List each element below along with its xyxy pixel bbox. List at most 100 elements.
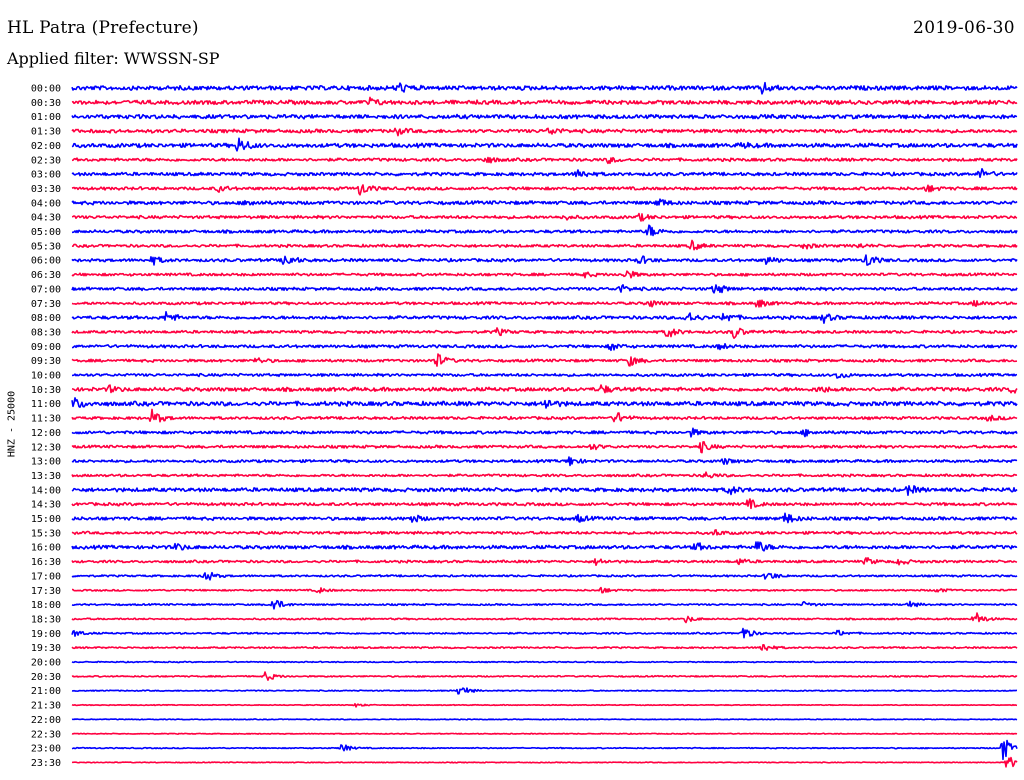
trace-0730: [71, 299, 1018, 308]
trace-1500: [71, 512, 1018, 524]
time-label-1300: 13:00: [31, 457, 61, 468]
trace-1030: [71, 384, 1018, 394]
time-label-2030: 20:30: [31, 672, 61, 683]
trace-0830: [71, 327, 1018, 339]
time-label-0430: 04:30: [31, 213, 61, 224]
time-label-1330: 13:30: [31, 471, 61, 482]
time-label-0130: 01:30: [31, 127, 61, 138]
filter-label: Applied filter: WWSSN-SP: [7, 49, 220, 68]
time-label-1830: 18:30: [31, 614, 61, 625]
trace-2000: [71, 660, 1018, 664]
trace-0800: [71, 311, 1018, 324]
trace-0700: [71, 284, 1018, 294]
time-label-1930: 19:30: [31, 643, 61, 654]
trace-1600: [71, 541, 1018, 552]
time-label-0530: 05:30: [31, 241, 61, 252]
trace-1100: [71, 397, 1018, 409]
trace-0500: [71, 224, 1018, 237]
time-label-0200: 02:00: [31, 141, 61, 152]
trace-2300: [71, 739, 1018, 761]
time-label-1230: 12:30: [31, 442, 61, 453]
time-label-0330: 03:30: [31, 184, 61, 195]
trace-2200: [71, 718, 1018, 721]
trace-1900: [71, 627, 1018, 639]
trace-1530: [71, 529, 1018, 536]
time-label-1900: 19:00: [31, 629, 61, 640]
time-label-0730: 07:30: [31, 299, 61, 310]
trace-1630: [71, 557, 1018, 566]
trace-1430: [71, 498, 1018, 510]
trace-1400: [71, 485, 1018, 497]
trace-1300: [71, 456, 1018, 467]
trace-0430: [71, 212, 1018, 222]
trace-1730: [71, 586, 1018, 594]
time-label-0030: 00:30: [31, 98, 61, 109]
time-label-2330: 23:30: [31, 758, 61, 769]
trace-2330: [71, 756, 1018, 768]
record-date: 2019-06-30: [912, 18, 1015, 38]
time-label-1130: 11:30: [31, 414, 61, 425]
trace-0330: [71, 184, 1018, 196]
trace-group: [71, 81, 1018, 768]
time-label-2000: 20:00: [31, 658, 61, 669]
time-label-0630: 06:30: [31, 270, 61, 281]
trace-0100: [71, 113, 1018, 120]
trace-1000: [71, 372, 1018, 379]
time-label-1800: 18:00: [31, 600, 61, 611]
time-label-1630: 16:30: [31, 557, 61, 568]
time-label-1530: 15:30: [31, 528, 61, 539]
trace-0230: [71, 156, 1018, 165]
time-label-1400: 14:00: [31, 485, 61, 496]
time-label-2100: 21:00: [31, 686, 61, 697]
time-label-1000: 10:00: [31, 371, 61, 382]
time-label-2130: 21:30: [31, 701, 61, 712]
trace-2230: [71, 732, 1018, 735]
time-label-0100: 01:00: [31, 112, 61, 123]
time-label-1200: 12:00: [31, 428, 61, 439]
trace-1830: [71, 612, 1018, 624]
time-label-1700: 17:00: [31, 571, 61, 582]
trace-2100: [71, 687, 1018, 695]
trace-1800: [71, 599, 1018, 610]
time-label-2230: 22:30: [31, 729, 61, 740]
trace-0900: [71, 342, 1018, 352]
time-label-0930: 09:30: [31, 356, 61, 367]
trace-0530: [71, 239, 1018, 251]
time-label-0400: 04:00: [31, 198, 61, 209]
time-label-0300: 03:00: [31, 170, 61, 181]
trace-0630: [71, 270, 1018, 279]
trace-2130: [71, 702, 1018, 708]
time-label-1430: 14:30: [31, 500, 61, 511]
trace-0400: [71, 198, 1018, 206]
trace-1130: [71, 408, 1018, 423]
trace-1230: [71, 441, 1018, 454]
trace-1330: [71, 471, 1018, 479]
time-label-0000: 00:00: [31, 84, 61, 95]
time-label-1100: 11:00: [31, 399, 61, 410]
time-label-0700: 07:00: [31, 284, 61, 295]
trace-0030: [71, 96, 1018, 106]
time-label-1500: 15:00: [31, 514, 61, 525]
time-label-0500: 05:00: [31, 227, 61, 238]
time-label-0830: 08:30: [31, 327, 61, 338]
time-label-0800: 08:00: [31, 313, 61, 324]
time-label-2300: 23:00: [31, 744, 61, 755]
time-label-0900: 09:00: [31, 342, 61, 353]
trace-0200: [71, 137, 1018, 152]
trace-0300: [71, 168, 1018, 179]
trace-0600: [71, 254, 1018, 266]
trace-2030: [71, 671, 1018, 681]
time-label-0600: 06:00: [31, 256, 61, 267]
trace-1930: [71, 644, 1018, 651]
time-label-group: 00:00 00:30 01:00 01:30 02:00 02:30 03:00 03:30…: [31, 84, 61, 769]
trace-1200: [71, 427, 1018, 438]
time-label-0230: 02:30: [31, 155, 61, 166]
time-label-2200: 22:00: [31, 715, 61, 726]
trace-0000: [71, 81, 1018, 95]
time-label-1600: 16:00: [31, 543, 61, 554]
time-label-1030: 10:30: [31, 385, 61, 396]
trace-0130: [71, 127, 1018, 137]
trace-0930: [71, 353, 1018, 367]
trace-1700: [71, 571, 1018, 581]
